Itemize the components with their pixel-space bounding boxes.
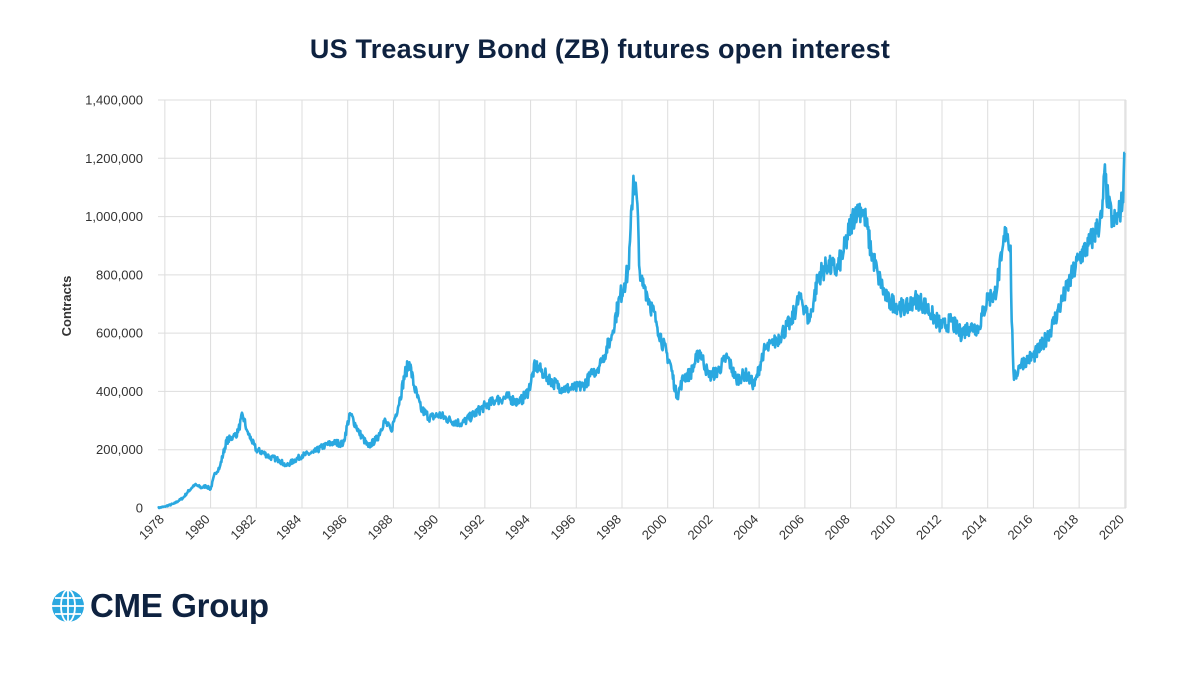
series-line-open-interest <box>157 151 1126 510</box>
x-tick-label: 2004 <box>730 512 761 543</box>
x-tick-label: 1994 <box>502 512 533 543</box>
y-axis-label: Contracts <box>59 276 74 337</box>
y-tick-label: 600,000 <box>96 326 143 341</box>
x-axis-tick-labels: 1978 1980 1982 1984 1986 1988 1990 1992 1994 1996… <box>136 512 1127 543</box>
x-tick-label: 1996 <box>547 512 578 543</box>
x-tick-label: 2018 <box>1050 512 1081 543</box>
x-tick-label: 1988 <box>364 512 395 543</box>
x-tick-label: 2006 <box>776 512 807 543</box>
y-tick-label: 200,000 <box>96 442 143 457</box>
cme-group-logo: CME Group <box>50 587 269 624</box>
globe-icon <box>52 589 84 623</box>
chart-title: US Treasury Bond (ZB) futures open inter… <box>309 34 891 64</box>
x-tick-label: 1990 <box>410 512 441 543</box>
x-tick-label: 2000 <box>639 512 670 543</box>
x-tick-label: 1978 <box>136 512 167 543</box>
y-tick-label: 400,000 <box>96 384 143 399</box>
y-axis-tick-labels: 0 200,000 400,000 600,000 800,000 1,000,000 1,… <box>85 93 143 516</box>
x-tick-label: 2016 <box>1004 512 1035 543</box>
x-tick-label: 2014 <box>959 512 990 543</box>
x-tick-label: 1980 <box>182 512 213 543</box>
logo-wordmark: CME Group <box>90 587 269 624</box>
x-tick-label: 2012 <box>913 512 944 543</box>
x-tick-label: 1998 <box>593 512 624 543</box>
y-tick-label: 1,200,000 <box>85 151 143 166</box>
y-tick-label: 800,000 <box>96 267 143 282</box>
x-tick-label: 2010 <box>867 512 898 543</box>
y-tick-label: 1,000,000 <box>85 209 143 224</box>
y-tick-label: 1,400,000 <box>85 93 143 108</box>
x-tick-label: 1992 <box>456 512 487 543</box>
x-tick-label: 2020 <box>1096 512 1127 543</box>
x-tick-label: 2008 <box>822 512 853 543</box>
x-tick-label: 1982 <box>227 512 258 543</box>
x-tick-label: 2002 <box>684 512 715 543</box>
x-tick-label: 1984 <box>273 512 304 543</box>
grid-lines <box>158 99 1127 509</box>
x-tick-label: 1986 <box>319 512 350 543</box>
y-tick-label: 0 <box>136 501 143 516</box>
series-group <box>157 151 1126 510</box>
